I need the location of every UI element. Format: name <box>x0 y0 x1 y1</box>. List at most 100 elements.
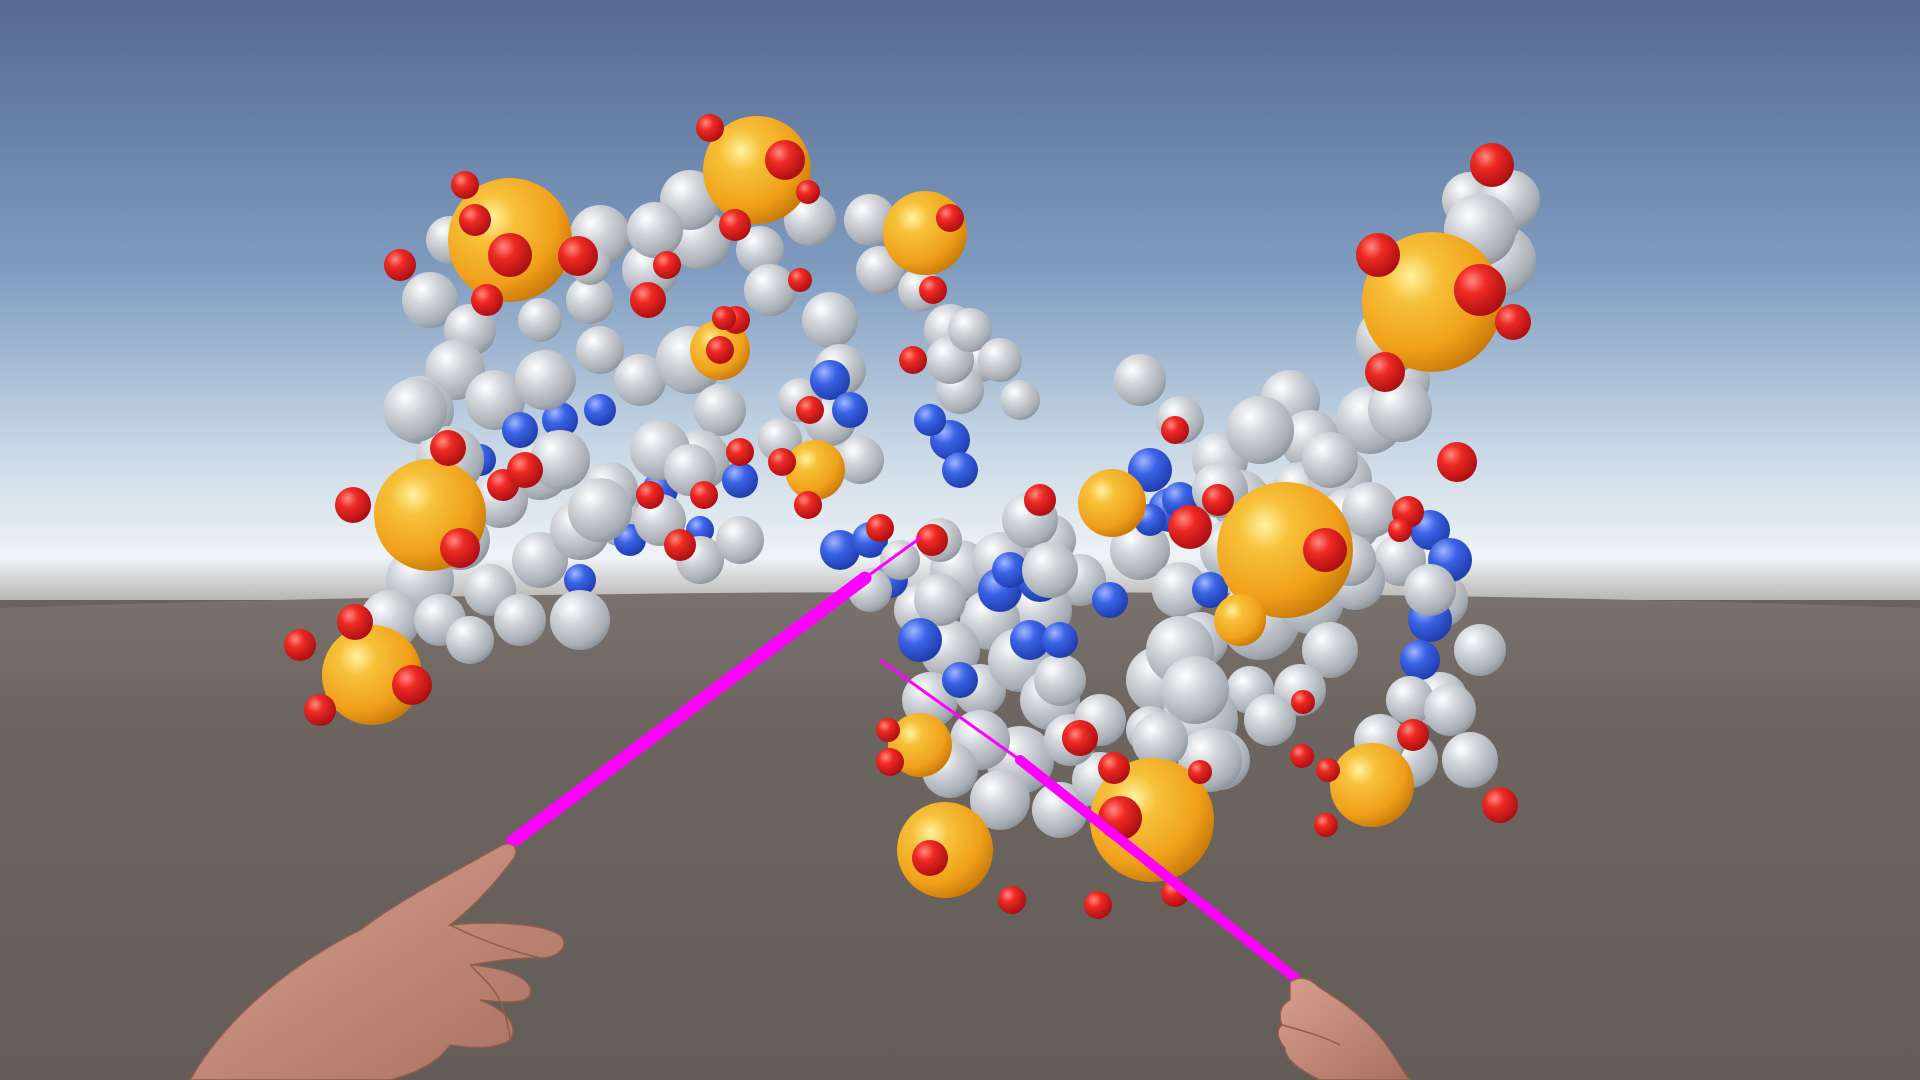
carbon-atom[interactable] <box>446 616 494 664</box>
nitrogen-atom[interactable] <box>1010 620 1050 660</box>
carbon-atom[interactable] <box>568 478 632 542</box>
oxygen-atom[interactable] <box>1397 719 1429 751</box>
oxygen-atom[interactable] <box>912 840 948 876</box>
oxygen-atom[interactable] <box>690 481 718 509</box>
carbon-atom[interactable] <box>1032 782 1088 838</box>
oxygen-atom[interactable] <box>558 236 598 276</box>
carbon-atom[interactable] <box>1114 354 1166 406</box>
oxygen-atom[interactable] <box>507 452 543 488</box>
phosphorus-atom[interactable] <box>1090 758 1214 882</box>
carbon-atom[interactable] <box>1386 676 1434 724</box>
nitrogen-atom[interactable] <box>542 402 578 438</box>
carbon-atom[interactable] <box>978 338 1022 382</box>
carbon-atom[interactable] <box>744 264 796 316</box>
nitrogen-atom[interactable] <box>1042 622 1078 658</box>
nitrogen-atom[interactable] <box>564 564 596 596</box>
nitrogen-atom[interactable] <box>898 618 942 662</box>
oxygen-atom[interactable] <box>866 514 894 542</box>
carbon-atom[interactable] <box>530 430 590 490</box>
carbon-atom[interactable] <box>1152 562 1208 618</box>
oxygen-atom[interactable] <box>1290 744 1314 768</box>
molecule[interactable] <box>284 114 1540 919</box>
oxygen-atom[interactable] <box>796 396 824 424</box>
oxygen-atom[interactable] <box>1188 760 1212 784</box>
carbon-atom[interactable] <box>836 436 884 484</box>
carbon-atom[interactable] <box>802 292 858 348</box>
carbon-atom[interactable] <box>550 590 610 650</box>
oxygen-atom[interactable] <box>794 491 822 519</box>
carbon-atom[interactable] <box>614 354 666 406</box>
oxygen-atom[interactable] <box>664 529 696 561</box>
oxygen-atom[interactable] <box>1084 891 1112 919</box>
oxygen-atom[interactable] <box>430 430 466 466</box>
oxygen-atom[interactable] <box>304 694 336 726</box>
carbon-atom[interactable] <box>1022 542 1078 598</box>
nitrogen-atom[interactable] <box>914 404 946 436</box>
oxygen-atom[interactable] <box>459 204 491 236</box>
carbon-atom[interactable] <box>1368 378 1432 442</box>
carbon-atom[interactable] <box>1342 482 1398 538</box>
oxygen-atom[interactable] <box>1024 484 1056 516</box>
carbon-atom[interactable] <box>518 298 562 342</box>
nitrogen-atom[interactable] <box>1400 640 1440 680</box>
oxygen-atom[interactable] <box>1168 505 1212 549</box>
carbon-atom[interactable] <box>402 272 458 328</box>
nitrogen-atom[interactable] <box>992 552 1028 588</box>
oxygen-atom[interactable] <box>768 448 796 476</box>
oxygen-atom[interactable] <box>284 629 316 661</box>
oxygen-atom[interactable] <box>335 487 371 523</box>
carbon-atom[interactable] <box>914 574 966 626</box>
oxygen-atom[interactable] <box>471 284 503 316</box>
oxygen-atom[interactable] <box>916 524 948 556</box>
carbon-atom[interactable] <box>515 350 575 410</box>
carbon-atom[interactable] <box>1226 396 1294 464</box>
oxygen-atom[interactable] <box>712 306 736 330</box>
oxygen-atom[interactable] <box>1291 690 1315 714</box>
oxygen-atom[interactable] <box>1470 143 1514 187</box>
oxygen-atom[interactable] <box>1365 352 1405 392</box>
carbon-atom[interactable] <box>1000 380 1040 420</box>
nitrogen-atom[interactable] <box>722 462 758 498</box>
carbon-atom[interactable] <box>1244 694 1296 746</box>
oxygen-atom[interactable] <box>719 209 751 241</box>
oxygen-atom[interactable] <box>440 528 480 568</box>
carbon-atom[interactable] <box>736 226 784 274</box>
carbon-atom[interactable] <box>1132 712 1188 768</box>
carbon-atom[interactable] <box>694 384 746 436</box>
phosphorus-atom[interactable] <box>1362 232 1502 372</box>
carbon-atom[interactable] <box>1302 622 1358 678</box>
oxygen-atom[interactable] <box>653 251 681 279</box>
phosphorus-atom[interactable] <box>322 625 422 725</box>
nitrogen-atom[interactable] <box>1128 448 1172 492</box>
carbon-atom[interactable] <box>1034 654 1086 706</box>
oxygen-atom[interactable] <box>1388 518 1412 542</box>
oxygen-atom[interactable] <box>1454 264 1506 316</box>
nitrogen-atom[interactable] <box>820 530 860 570</box>
nitrogen-atom[interactable] <box>502 412 538 448</box>
carbon-atom[interactable] <box>576 326 624 374</box>
carbon-atom[interactable] <box>1424 684 1476 736</box>
oxygen-atom[interactable] <box>899 346 927 374</box>
oxygen-atom[interactable] <box>337 604 373 640</box>
nitrogen-atom[interactable] <box>1092 582 1128 618</box>
oxygen-atom[interactable] <box>488 233 532 277</box>
oxygen-atom[interactable] <box>788 268 812 292</box>
oxygen-atom[interactable] <box>1356 233 1400 277</box>
oxygen-atom[interactable] <box>1314 813 1338 837</box>
carbon-atom[interactable] <box>627 202 683 258</box>
phosphorus-atom[interactable] <box>1330 743 1414 827</box>
nitrogen-atom[interactable] <box>942 452 978 488</box>
oxygen-atom[interactable] <box>936 204 964 232</box>
oxygen-atom[interactable] <box>696 114 724 142</box>
carbon-atom[interactable] <box>880 540 920 580</box>
nitrogen-atom[interactable] <box>832 392 868 428</box>
carbon-atom[interactable] <box>1161 656 1229 724</box>
oxygen-atom[interactable] <box>765 140 805 180</box>
carbon-atom[interactable] <box>465 370 525 430</box>
carbon-atom[interactable] <box>494 594 546 646</box>
carbon-atom[interactable] <box>948 308 992 352</box>
phosphorus-atom[interactable] <box>883 191 967 275</box>
phosphorus-atom[interactable] <box>785 440 845 500</box>
oxygen-atom[interactable] <box>876 718 900 742</box>
